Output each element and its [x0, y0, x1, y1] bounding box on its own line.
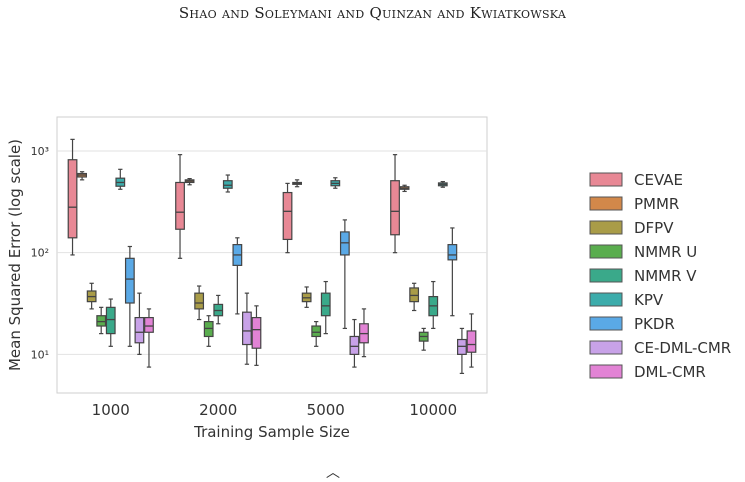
- box-iqr: [194, 292, 205, 310]
- box-dml-cmr: [466, 313, 477, 368]
- legend-label: DFPV: [634, 219, 674, 237]
- box-pkdr: [447, 227, 458, 317]
- legend-swatch: [589, 220, 623, 235]
- y-tick-label: 10³: [31, 145, 49, 158]
- box-cevae: [282, 182, 293, 254]
- box-ce-dml-cmr: [242, 292, 252, 365]
- legend-label: PKDR: [634, 315, 675, 333]
- legend-label: CE-DML-CMR: [634, 339, 731, 357]
- x-tick-label: 10000: [409, 401, 457, 419]
- footer-mark: ︿: [326, 465, 340, 481]
- box-nmmr-v: [320, 280, 331, 335]
- y-tick-label: 10¹: [31, 348, 49, 361]
- box-iqr: [242, 311, 252, 346]
- box-dml-cmr: [251, 305, 262, 366]
- box-cevae: [67, 138, 78, 256]
- box-pmmr: [184, 177, 195, 186]
- running-head: Shao and Soleymani and Quinzan and Kwiat…: [178, 4, 567, 22]
- box-dml-cmr: [144, 308, 154, 368]
- plot-area: [56, 116, 488, 394]
- box-nmmr-u: [203, 315, 214, 347]
- box-dfpv: [409, 282, 420, 312]
- box-dml-cmr: [359, 308, 369, 358]
- box-pkdr: [124, 245, 135, 347]
- box-nmmr-v: [213, 294, 224, 325]
- box-pkdr: [232, 237, 243, 315]
- box-pmmr: [399, 184, 410, 193]
- x-tick-label: 2000: [199, 401, 237, 419]
- box-iqr: [124, 257, 135, 304]
- box-iqr: [144, 316, 154, 333]
- box-kpv: [115, 168, 126, 190]
- box-iqr: [349, 335, 360, 355]
- box-ce-dml-cmr: [134, 292, 145, 355]
- box-ce-dml-cmr: [349, 318, 360, 368]
- box-iqr: [222, 180, 233, 189]
- legend-swatch: [589, 196, 623, 211]
- box-cevae: [390, 154, 400, 254]
- legend-label: CEVAE: [634, 171, 683, 189]
- box-nmmr-v: [428, 280, 439, 330]
- box-iqr: [320, 292, 331, 317]
- legend-label: PMMR: [634, 195, 679, 213]
- x-tick-label: 5000: [307, 401, 345, 419]
- box-kpv: [437, 180, 448, 188]
- box-pkdr: [339, 219, 350, 330]
- box-pmmr: [292, 179, 302, 188]
- box-iqr: [67, 159, 78, 239]
- legend-label: NMMR V: [634, 267, 697, 285]
- legend-swatch: [589, 268, 623, 283]
- box-nmmr-u: [96, 306, 107, 335]
- x-axis-title: Training Sample Size: [193, 423, 350, 441]
- box-nmmr-u: [311, 321, 322, 347]
- y-axis-title: Mean Squared Error (log scale): [6, 139, 24, 371]
- box-nmmr-u: [418, 327, 429, 351]
- x-tick-label: 1000: [92, 401, 130, 419]
- box-dfpv: [194, 285, 205, 321]
- box-iqr: [311, 325, 322, 338]
- box-iqr: [466, 330, 477, 353]
- box-iqr: [96, 315, 107, 327]
- box-ce-dml-cmr: [457, 327, 467, 375]
- box-iqr: [134, 316, 145, 344]
- box-kpv: [222, 174, 233, 193]
- box-nmmr-v: [105, 298, 116, 347]
- box-iqr: [282, 191, 293, 241]
- legend-swatch: [589, 364, 623, 379]
- box-kpv: [330, 177, 341, 189]
- box-iqr: [175, 181, 185, 230]
- legend-swatch: [589, 244, 623, 259]
- box-iqr: [105, 306, 116, 335]
- box-pmmr: [77, 171, 87, 181]
- box-iqr: [390, 180, 400, 236]
- legend-label: KPV: [634, 291, 664, 309]
- box-dfpv: [301, 286, 312, 308]
- box-iqr: [251, 316, 262, 349]
- y-tick-label: 10²: [31, 247, 49, 260]
- legend-swatch: [589, 292, 623, 307]
- legend-label: DML-CMR: [634, 363, 706, 381]
- legend-swatch: [589, 172, 623, 187]
- box-dfpv: [86, 282, 97, 310]
- legend-swatch: [589, 316, 623, 331]
- legend-swatch: [589, 340, 623, 355]
- box-iqr: [447, 244, 458, 261]
- legend-label: NMMR U: [634, 243, 697, 261]
- box-cevae: [175, 154, 185, 259]
